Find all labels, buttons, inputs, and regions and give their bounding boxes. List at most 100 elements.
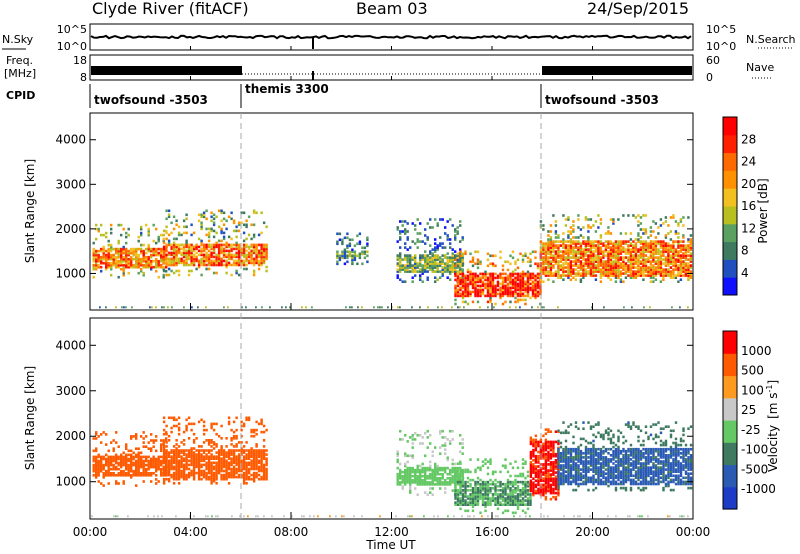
data-cell-5 <box>647 258 650 261</box>
data-cell-5 <box>587 254 590 257</box>
data-cell-1 <box>257 455 261 458</box>
data-cell-3 <box>469 458 472 461</box>
data-cell-3 <box>529 503 532 506</box>
data-cell-1 <box>185 477 188 481</box>
data-cell-5 <box>669 244 673 247</box>
data-cell-2 <box>399 483 402 486</box>
data-cell-1 <box>165 461 168 465</box>
data-cell-1 <box>245 245 248 249</box>
data-cell-3 <box>439 258 442 261</box>
data-cell-3 <box>461 270 464 273</box>
data-cell-5 <box>609 218 613 221</box>
data-cell-1 <box>167 261 171 265</box>
data-cell-2 <box>416 466 419 470</box>
data-cell-2 <box>401 438 404 441</box>
data-cell-1 <box>255 251 258 255</box>
data-cell-5 <box>567 272 570 275</box>
data-cell-1 <box>237 229 241 233</box>
data-cell-5 <box>639 268 643 271</box>
data-cell-1 <box>210 479 213 483</box>
data-cell-1 <box>195 461 198 465</box>
data-cell-2 <box>441 474 444 478</box>
data-cell-1 <box>252 463 256 467</box>
data-cell-3 <box>469 503 472 506</box>
data-cell-1 <box>162 229 166 233</box>
data-cell-2 <box>399 468 402 472</box>
data-cell-1 <box>167 209 171 213</box>
data-cell-3 <box>446 268 449 271</box>
data-cell-2 <box>396 454 399 458</box>
data-cell-4 <box>526 274 530 278</box>
data-cell-5 <box>544 274 548 277</box>
data-cell-5 <box>652 268 655 271</box>
data-cell-0 <box>160 467 163 471</box>
data-cell-5 <box>612 272 615 275</box>
data-cell-5 <box>619 250 623 253</box>
data-cell-1 <box>210 227 213 231</box>
data-cell-0 <box>165 431 168 434</box>
data-cell-0 <box>95 267 98 271</box>
data-cell-1 <box>197 457 201 460</box>
data-cell-5 <box>547 278 550 281</box>
data-cell-4 <box>542 479 545 483</box>
data-cell-3 <box>461 501 465 504</box>
data-cell-1 <box>212 457 216 460</box>
data-cell-1 <box>185 461 188 465</box>
data-cell-3 <box>419 232 422 235</box>
data-cell-4 <box>486 300 490 304</box>
data-cell-5 <box>582 240 585 243</box>
data-cell-3 <box>514 478 517 482</box>
data-cell-2 <box>353 252 357 256</box>
data-cell-0 <box>112 247 115 251</box>
data-cell-5 <box>599 260 603 263</box>
data-cell-5 <box>569 226 573 229</box>
data-cell-5 <box>657 256 660 259</box>
near-range-cell <box>531 306 533 309</box>
data-cell-5 <box>624 248 628 251</box>
data-cell-4 <box>557 442 560 446</box>
data-cell-5 <box>624 240 628 243</box>
data-cell-3 <box>476 482 480 486</box>
data-cell-0 <box>145 247 148 251</box>
data-cell-0 <box>130 261 133 265</box>
data-cell-1 <box>207 441 211 444</box>
data-cell-3 <box>436 278 439 281</box>
data-cell-1 <box>262 453 266 456</box>
data-cell-5 <box>659 268 663 271</box>
data-cell-1 <box>177 273 181 277</box>
data-cell-5 <box>682 256 685 259</box>
data-cell-5 <box>649 240 653 243</box>
data-cell-5 <box>672 272 675 275</box>
data-cell-2 <box>341 256 344 260</box>
data-cell-3 <box>459 224 462 227</box>
data-cell-1 <box>167 453 171 456</box>
data-cell-3 <box>404 268 407 271</box>
data-cell-5 <box>574 254 578 257</box>
data-cell-1 <box>250 434 253 438</box>
data-cell-0 <box>157 465 160 469</box>
data-cell-5 <box>599 218 603 221</box>
data-cell-5 <box>604 262 608 265</box>
data-cell-0 <box>135 467 138 471</box>
data-cell-5 <box>582 262 585 265</box>
data-cell-2 <box>454 466 457 470</box>
data-cell-0 <box>127 233 130 237</box>
data-cell-1 <box>187 437 191 440</box>
data-cell-5 <box>672 262 675 265</box>
data-cell-3 <box>526 484 530 488</box>
data-cell-5 <box>609 266 613 269</box>
data-cell-5 <box>659 224 663 227</box>
data-cell-5 <box>662 244 665 247</box>
data-cell-0 <box>145 261 148 265</box>
data-cell-0 <box>117 263 120 267</box>
data-cell-1 <box>212 259 216 263</box>
data-cell-0 <box>115 459 118 463</box>
data-cell-3 <box>514 511 517 515</box>
data-cell-3 <box>494 487 497 490</box>
data-cell-4 <box>459 254 462 258</box>
data-cell-4 <box>554 483 558 487</box>
data-cell-4 <box>511 284 515 288</box>
data-cell-3 <box>511 497 515 500</box>
data-cell-5 <box>634 260 638 263</box>
data-cell-5 <box>547 258 550 261</box>
